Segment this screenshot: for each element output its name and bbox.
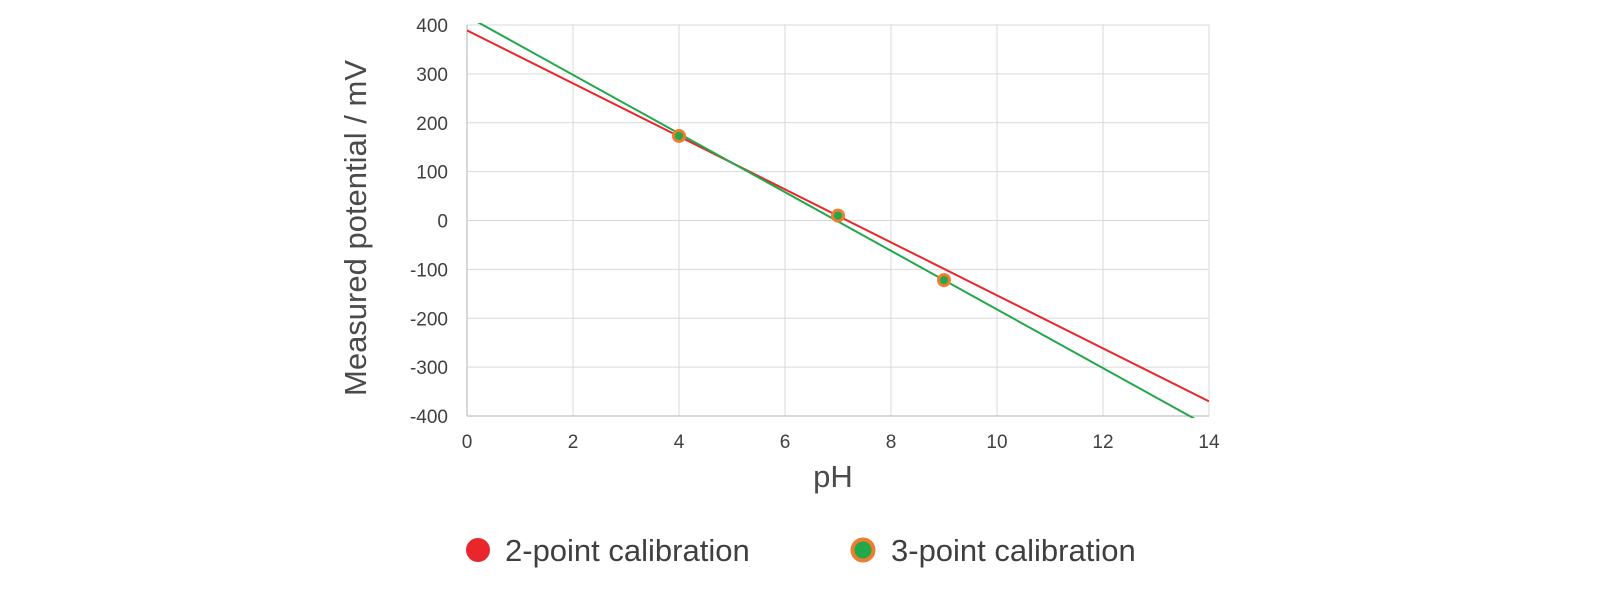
legend-label-3-point: 3-point calibration — [891, 533, 1136, 568]
x-tick-label: 10 — [986, 432, 1007, 453]
y-tick-label: 0 — [437, 212, 448, 233]
legend-marker-3-point — [850, 537, 876, 563]
x-tick-label: 8 — [886, 432, 897, 453]
data-point — [937, 273, 951, 288]
x-tick-label: 6 — [780, 432, 791, 453]
y-axis-title: Measured potential / mV — [338, 60, 373, 396]
data-points — [672, 128, 951, 288]
legend: 2-point calibration 3-point calibration — [466, 533, 1136, 568]
y-tick-label: 200 — [416, 114, 448, 135]
y-tick-label: -400 — [410, 407, 448, 428]
y-tick-label: 100 — [416, 163, 448, 184]
x-tick-label: 12 — [1092, 432, 1113, 453]
x-tick-label: 0 — [462, 432, 473, 453]
x-axis-title: pH — [813, 459, 853, 494]
x-tick-label: 14 — [1198, 432, 1220, 453]
data-point — [672, 128, 686, 143]
x-tick-label: 2 — [568, 432, 579, 453]
axes — [466, 25, 1209, 417]
tick-labels: 400 300 200 100 0 -100 -200 -300 -400 0 2 4 6 8 10 12 14 — [410, 16, 1220, 453]
y-tick-label: -100 — [410, 260, 448, 281]
x-tick-label: 4 — [674, 432, 685, 453]
y-tick-label: -200 — [410, 309, 448, 330]
y-tick-label: -300 — [410, 358, 448, 379]
y-tick-label: 300 — [416, 65, 448, 86]
y-tick-label: 400 — [416, 16, 448, 37]
data-point — [831, 208, 845, 223]
legend-marker-2-point — [466, 538, 490, 562]
legend-label-2-point: 2-point calibration — [505, 533, 750, 568]
